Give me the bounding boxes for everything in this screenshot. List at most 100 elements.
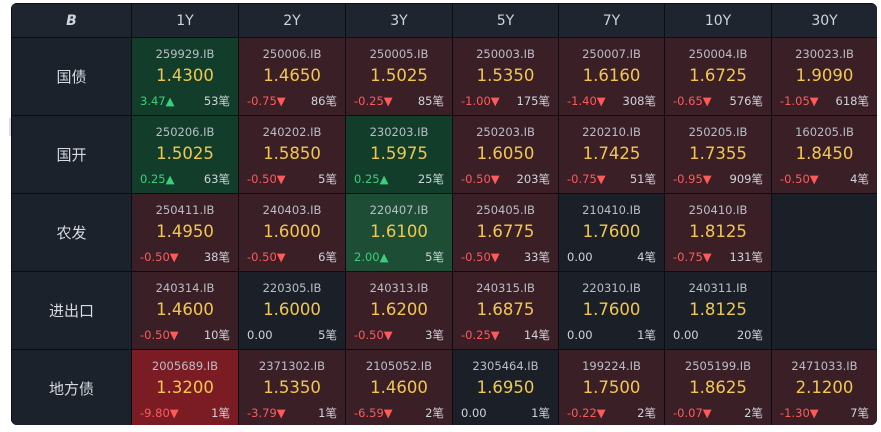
yield-change: 0.25▲ <box>140 171 175 186</box>
bond-code: 240313.IB <box>369 280 429 295</box>
term-header-30y[interactable]: 30Y <box>771 3 877 38</box>
term-header-3y[interactable]: 3Y <box>345 3 453 38</box>
bond-quote-cell[interactable]: 240403.IB 1.6000 -0.50▼ 6笔 <box>238 193 346 272</box>
resize-handle[interactable] <box>9 118 11 136</box>
bond-yield: 1.7500 <box>582 377 641 397</box>
bond-quote-cell[interactable]: 220305.IB 1.6000 0.00 5笔 <box>238 271 346 350</box>
bond-quote-cell[interactable]: 250411.IB 1.4950 -0.50▼ 38笔 <box>131 193 239 272</box>
bond-quote-cell[interactable]: 2105052.IB 1.4600 -6.59▼ 2笔 <box>345 349 453 425</box>
yield-change: -0.75▼ <box>247 93 286 108</box>
yield-change: 0.00 <box>247 327 273 342</box>
quote-meta: 0.00 1笔 <box>453 402 558 424</box>
quote-meta: -1.40▼ 308笔 <box>559 90 664 112</box>
table-row: 农发 250411.IB 1.4950 -0.50▼ 38笔 240403.IB 1.600… <box>11 193 877 272</box>
bond-quote-cell[interactable]: 240313.IB 1.6200 -0.50▼ 3笔 <box>345 271 453 350</box>
bond-quote-cell[interactable]: 160205.IB 1.8450 -0.50▼ 4笔 <box>771 115 877 194</box>
bond-quote-cell[interactable]: 250004.IB 1.6725 -0.65▼ 576笔 <box>664 37 772 116</box>
bond-quote-cell[interactable]: 2305464.IB 1.6950 0.00 1笔 <box>452 349 559 425</box>
bond-code: 240314.IB <box>155 280 215 295</box>
bond-code: 2471033.IB <box>791 358 858 373</box>
quote-meta: -0.95▼ 909笔 <box>665 168 771 190</box>
quote-meta: -0.50▼ 3笔 <box>346 324 452 346</box>
trade-count: 38笔 <box>203 249 230 264</box>
bond-code: 250004.IB <box>688 46 748 61</box>
bond-quote-cell[interactable]: 240314.IB 1.4600 -0.50▼ 10笔 <box>131 271 239 350</box>
yield-change: 3.47▲ <box>140 93 175 108</box>
bond-yield: 1.5025 <box>156 143 214 163</box>
trade-count: 7笔 <box>850 405 869 420</box>
bond-code: 250006.IB <box>262 46 322 61</box>
bond-quote-cell[interactable]: 2505199.IB 1.8625 -0.07▼ 2笔 <box>664 349 772 425</box>
bond-quote-cell[interactable]: 250003.IB 1.5350 -1.00▼ 175笔 <box>452 37 559 116</box>
bond-quote-cell[interactable]: 230023.IB 1.9090 -1.05▼ 618笔 <box>771 37 877 116</box>
bond-quote-cell[interactable]: 259929.IB 1.4300 3.47▲ 53笔 <box>131 37 239 116</box>
bond-quote-cell[interactable]: 250405.IB 1.6775 -0.50▼ 33笔 <box>452 193 559 272</box>
bond-yield: 1.6875 <box>476 299 535 319</box>
trade-count: 63笔 <box>203 171 230 186</box>
quote-meta: -0.50▼ 5笔 <box>239 168 345 190</box>
trade-count: 51笔 <box>629 171 656 186</box>
trade-count: 85笔 <box>417 93 444 108</box>
bond-quote-cell[interactable]: 250203.IB 1.6050 -0.50▼ 203笔 <box>452 115 559 194</box>
bond-quote-cell[interactable]: 210410.IB 1.7600 0.00 4笔 <box>558 193 665 272</box>
term-header-10y[interactable]: 10Y <box>664 3 772 38</box>
quote-meta: -0.50▼ 33笔 <box>453 246 558 268</box>
trade-count: 25笔 <box>417 171 444 186</box>
quote-meta: -0.50▼ 38笔 <box>132 246 238 268</box>
term-header-7y[interactable]: 7Y <box>558 3 665 38</box>
quote-meta: 0.25▲ 63笔 <box>132 168 238 190</box>
bond-yield: 1.5350 <box>263 377 321 397</box>
bond-quote-cell[interactable]: 2371302.IB 1.5350 -3.79▼ 1笔 <box>238 349 346 425</box>
bond-code: 230023.IB <box>795 46 854 61</box>
bond-code: 240403.IB <box>262 202 322 217</box>
quote-meta: 0.00 1笔 <box>559 324 664 346</box>
logo-icon: B <box>11 3 132 38</box>
quote-meta: -0.50▼ 10笔 <box>132 324 238 346</box>
bond-yield: 1.4600 <box>156 299 214 319</box>
bond-yield: 1.4600 <box>370 377 428 397</box>
bond-quote-cell[interactable]: 220310.IB 1.7600 0.00 1笔 <box>558 271 665 350</box>
yield-change: -0.50▼ <box>780 171 819 186</box>
bond-yield: 1.7600 <box>582 221 641 241</box>
bond-quote-cell[interactable]: 199224.IB 1.7500 -0.22▼ 2笔 <box>558 349 665 425</box>
term-header-2y[interactable]: 2Y <box>238 3 346 38</box>
quote-meta: -1.00▼ 175笔 <box>453 90 558 112</box>
quote-meta: 3.47▲ 53笔 <box>132 90 238 112</box>
bond-quote-cell[interactable]: 2005689.IB 1.3200 -9.80▼ 1笔 <box>131 349 239 425</box>
yield-change: -0.22▼ <box>567 405 606 420</box>
bond-quote-cell[interactable]: 250410.IB 1.8125 -0.75▼ 131笔 <box>664 193 772 272</box>
bond-quote-cell[interactable]: 230203.IB 1.5975 0.25▲ 25笔 <box>345 115 453 194</box>
bond-quote-cell[interactable]: 250006.IB 1.4650 -0.75▼ 86笔 <box>238 37 346 116</box>
bond-quote-cell[interactable]: 220407.IB 1.6100 2.00▲ 5笔 <box>345 193 453 272</box>
bond-code: 250206.IB <box>155 124 215 139</box>
yield-change: -9.80▼ <box>140 405 179 420</box>
row-header-issuer: 地方债 <box>11 349 132 425</box>
bond-quote-cell[interactable]: 250206.IB 1.5025 0.25▲ 63笔 <box>131 115 239 194</box>
bond-yield: 1.7600 <box>582 299 641 319</box>
bond-quote-cell[interactable]: 220210.IB 1.7425 -0.75▼ 51笔 <box>558 115 665 194</box>
bond-code: 220407.IB <box>369 202 429 217</box>
quote-meta: 0.00 5笔 <box>239 324 345 346</box>
bond-quote-cell[interactable]: 240202.IB 1.5850 -0.50▼ 5笔 <box>238 115 346 194</box>
trade-count: 3笔 <box>425 327 444 342</box>
bond-quote-cell[interactable]: 240315.IB 1.6875 -0.25▼ 14笔 <box>452 271 559 350</box>
yield-change: -1.05▼ <box>780 93 819 108</box>
bond-quote-cell[interactable]: 250205.IB 1.7355 -0.95▼ 909笔 <box>664 115 772 194</box>
quote-meta: -9.80▼ 1笔 <box>132 402 238 424</box>
bond-code: 220310.IB <box>582 280 641 295</box>
yield-change: -0.50▼ <box>140 249 179 264</box>
quote-meta: -0.75▼ 131笔 <box>665 246 771 268</box>
bond-quote-cell[interactable]: 250007.IB 1.6160 -1.40▼ 308笔 <box>558 37 665 116</box>
trade-count: 909笔 <box>729 171 763 186</box>
bond-yield: 2.1200 <box>795 377 854 397</box>
table-row: 国开 250206.IB 1.5025 0.25▲ 63笔 240202.IB 1.5850… <box>11 115 877 194</box>
bond-yield: 1.6160 <box>582 65 641 85</box>
bond-quote-cell[interactable]: 250005.IB 1.5025 -0.25▼ 85笔 <box>345 37 453 116</box>
bond-quote-cell[interactable]: 240311.IB 1.8125 0.00 20笔 <box>664 271 772 350</box>
yield-change: -0.25▼ <box>461 327 500 342</box>
bond-quote-cell[interactable]: 2471033.IB 2.1200 -1.30▼ 7笔 <box>771 349 877 425</box>
term-header-5y[interactable]: 5Y <box>452 3 559 38</box>
term-header-1y[interactable]: 1Y <box>131 3 239 38</box>
quote-meta: 0.00 20笔 <box>665 324 771 346</box>
quote-meta: -1.30▼ 7笔 <box>772 402 877 424</box>
